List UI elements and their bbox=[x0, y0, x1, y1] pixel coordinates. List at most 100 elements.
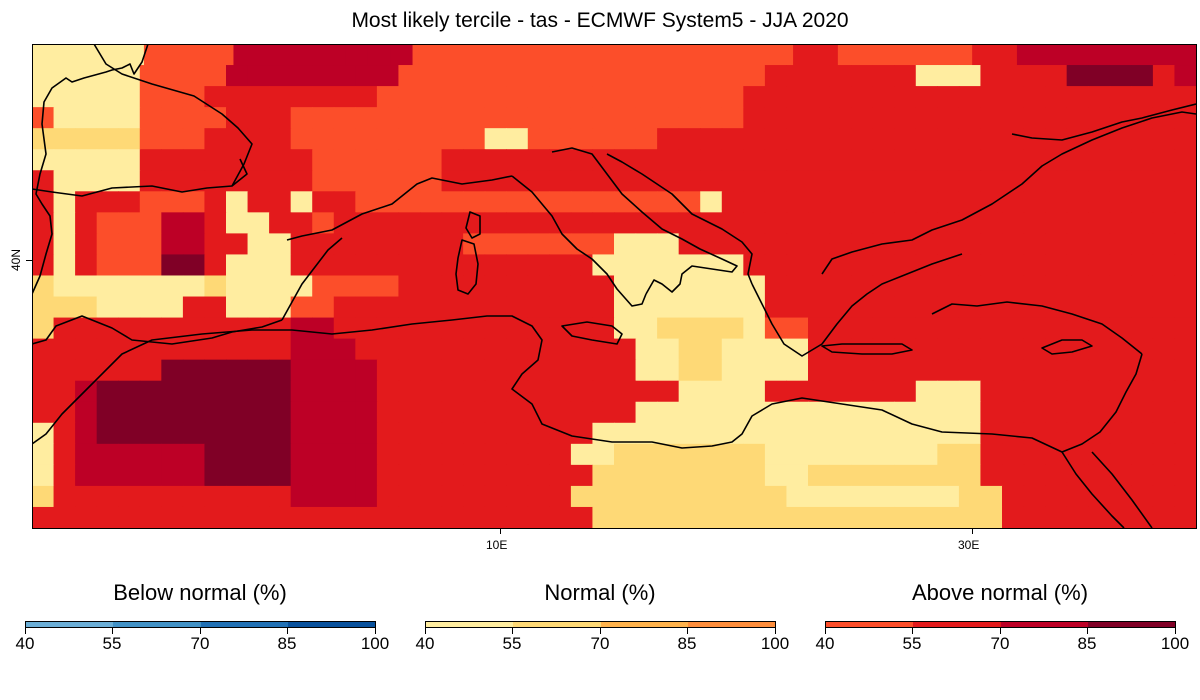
grid-cell bbox=[764, 275, 788, 298]
x-axis-tick-10e bbox=[500, 528, 501, 534]
grid-cell bbox=[678, 107, 701, 129]
grid-cell bbox=[743, 443, 766, 466]
coastline-gulf-lion bbox=[286, 175, 513, 241]
grid-cell bbox=[1088, 485, 1111, 508]
grid-cell bbox=[527, 254, 550, 277]
grid-cell bbox=[269, 359, 292, 382]
grid-cell bbox=[721, 170, 744, 192]
grid-cell bbox=[333, 128, 356, 150]
grid-cell bbox=[700, 401, 723, 424]
grid-cell bbox=[484, 317, 507, 340]
grid-cell bbox=[937, 380, 960, 403]
grid-cell bbox=[614, 128, 637, 150]
grid-cell bbox=[657, 296, 680, 319]
grid-cell bbox=[549, 233, 572, 256]
grid-cell bbox=[269, 380, 292, 403]
grid-cell bbox=[570, 65, 594, 87]
grid-cell bbox=[657, 317, 680, 340]
grid-cell bbox=[506, 317, 529, 340]
grid-cell bbox=[614, 317, 637, 340]
grid-cell bbox=[1152, 317, 1176, 340]
grid-cell bbox=[1109, 506, 1132, 528]
grid-cell bbox=[355, 254, 378, 277]
grid-cell bbox=[139, 275, 162, 298]
grid-cell bbox=[247, 149, 270, 171]
grid-cell bbox=[1109, 212, 1132, 234]
grid-cell bbox=[829, 464, 852, 487]
grid-cell bbox=[700, 464, 723, 487]
grid-cell bbox=[592, 359, 615, 382]
grid-cell bbox=[506, 296, 529, 319]
grid-cell bbox=[829, 107, 852, 129]
grid-cell bbox=[139, 443, 162, 466]
grid-cell bbox=[247, 254, 270, 277]
grid-cell bbox=[635, 296, 658, 319]
grid-cell bbox=[1002, 233, 1025, 256]
grid-cell bbox=[290, 254, 313, 277]
grid-cell bbox=[1174, 212, 1196, 234]
grid-cell bbox=[700, 338, 723, 361]
grid-cell bbox=[300, 44, 324, 66]
grid-cell bbox=[851, 86, 874, 108]
grid-cell bbox=[247, 86, 270, 108]
grid-cell bbox=[808, 254, 831, 277]
grid-cell bbox=[506, 275, 529, 298]
grid-cell bbox=[851, 128, 874, 150]
grid-cell bbox=[980, 212, 1003, 234]
grid-cell bbox=[32, 464, 55, 487]
grid-cell bbox=[829, 359, 852, 382]
grid-cell bbox=[355, 380, 378, 403]
grid-cell bbox=[32, 401, 55, 424]
grid-cell bbox=[786, 443, 809, 466]
grid-cell bbox=[915, 128, 938, 150]
grid-cell bbox=[290, 338, 313, 361]
colorbar-segment bbox=[513, 622, 601, 627]
grid-cell bbox=[786, 338, 809, 361]
grid-cell bbox=[247, 170, 270, 192]
grid-cell bbox=[139, 128, 162, 150]
grid-cell bbox=[420, 506, 443, 528]
grid-cell bbox=[506, 107, 529, 129]
grid-cell bbox=[592, 191, 615, 213]
grid-cell bbox=[549, 149, 572, 171]
grid-cell bbox=[484, 254, 507, 277]
grid-cell bbox=[355, 191, 378, 213]
grid-cell bbox=[764, 443, 788, 466]
grid-cell bbox=[441, 506, 464, 528]
grid-cell bbox=[1131, 275, 1154, 298]
grid-cell bbox=[188, 44, 212, 66]
colorbar-tick bbox=[912, 628, 913, 634]
grid-cell bbox=[937, 149, 960, 171]
grid-cell bbox=[764, 317, 788, 340]
grid-cell bbox=[355, 359, 378, 382]
grid-cell bbox=[420, 401, 443, 424]
grid-cell bbox=[484, 380, 507, 403]
grid-cell bbox=[894, 296, 917, 319]
grid-cell bbox=[182, 107, 206, 129]
grid-cell bbox=[463, 107, 486, 129]
grid-cell bbox=[441, 254, 464, 277]
grid-cell bbox=[139, 107, 162, 129]
grid-cell bbox=[484, 422, 507, 445]
grid-cell bbox=[398, 443, 421, 466]
grid-cell bbox=[743, 65, 766, 87]
grid-cell bbox=[441, 65, 464, 87]
grid-cell bbox=[980, 338, 1003, 361]
grid-cell bbox=[420, 422, 443, 445]
grid-cell bbox=[1039, 44, 1063, 66]
grid-cell bbox=[527, 485, 550, 508]
grid-cell bbox=[829, 506, 852, 528]
grid-cell bbox=[851, 233, 874, 256]
grid-cell bbox=[441, 359, 464, 382]
grid-cell bbox=[182, 338, 206, 361]
grid-cell bbox=[204, 65, 227, 87]
grid-cell bbox=[851, 485, 874, 508]
grid-cell bbox=[355, 149, 378, 171]
grid-cell bbox=[463, 296, 486, 319]
grid-cell bbox=[1109, 317, 1132, 340]
colorbar-tick-label: 100 bbox=[360, 634, 390, 653]
grid-cell bbox=[1152, 254, 1176, 277]
grid-cell bbox=[204, 86, 227, 108]
grid-cell bbox=[226, 464, 249, 487]
grid-cell bbox=[808, 212, 831, 234]
